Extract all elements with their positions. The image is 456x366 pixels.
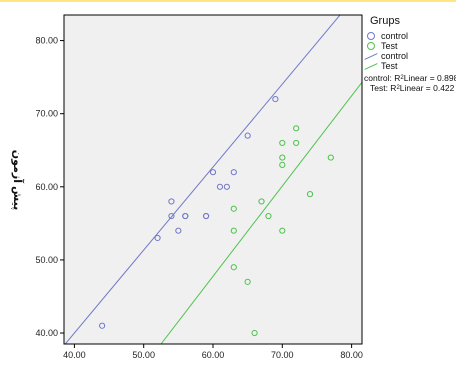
legend-item-test-marker: Test (364, 41, 456, 51)
x-tick-label: 50.00 (132, 350, 155, 360)
r2-suffix: Linear = 0.898 (403, 73, 456, 83)
point-test-11 (293, 125, 300, 132)
point-test-10 (279, 227, 286, 234)
legend-item-label: control (381, 30, 409, 41)
point-test-14 (327, 154, 334, 161)
legend-item-control-line: control (364, 51, 456, 61)
point-control-8 (202, 212, 210, 220)
plot-area (64, 15, 362, 344)
point-control-11 (223, 183, 230, 190)
legend-item-label: control (381, 50, 409, 61)
circle-icon (364, 41, 378, 51)
r2-suffix: Linear = 0.422 (399, 83, 455, 93)
point-test-7 (279, 139, 286, 147)
point-control-9 (209, 169, 217, 176)
point-test-13 (306, 191, 314, 198)
legend-title: Grups (370, 15, 400, 27)
top-rule (0, 0, 456, 2)
data-points (99, 95, 334, 337)
legend-item-label: Test (381, 40, 398, 51)
point-control-2 (168, 212, 175, 220)
x-tick-label: 80.00 (340, 350, 363, 360)
y-tick-label: 40.00 (35, 328, 58, 338)
y-tick-label: 70.00 (35, 109, 58, 119)
point-control-14 (272, 95, 279, 103)
y-tick-label: 50.00 (35, 255, 58, 265)
point-test-6 (265, 212, 272, 220)
line-icon (364, 61, 378, 71)
circle-icon (364, 31, 378, 41)
y-tick-label: 60.00 (35, 182, 58, 192)
point-test-9 (279, 161, 286, 168)
point-control-10 (216, 183, 224, 190)
x-tick-label: 40.00 (63, 350, 86, 360)
legend-item-test-line: Test (364, 61, 456, 71)
r2-superscript: 2 (400, 75, 404, 81)
r2-prefix: Test: R (370, 83, 397, 93)
point-control-1 (154, 234, 161, 242)
x-tick-label: 60.00 (202, 350, 225, 360)
point-test-0 (230, 205, 237, 212)
fit-line-control (64, 15, 341, 344)
y-axis: 40.00 50.00 60.00 70.00 80.00 (35, 36, 64, 338)
point-control-4 (175, 227, 182, 234)
r2-superscript: 2 (396, 85, 400, 91)
point-control-0 (99, 322, 106, 329)
point-test-1 (230, 227, 237, 234)
point-control-3 (168, 198, 175, 205)
x-tick-label: 70.00 (271, 350, 294, 360)
x-axis: 40.00 50.00 60.00 70.00 80.00 (63, 344, 363, 360)
point-test-2 (230, 264, 237, 271)
y-tick-label: 80.00 (35, 36, 58, 46)
legend-item-label: Test (381, 60, 398, 71)
fit-line-test (160, 81, 362, 344)
line-icon (364, 51, 378, 61)
legend-items: control Test control Test (364, 31, 456, 71)
point-control-6 (182, 212, 189, 220)
r2-prefix: control: R (364, 73, 401, 83)
point-test-3 (244, 278, 251, 285)
point-test-12 (293, 139, 300, 147)
point-test-5 (258, 198, 265, 205)
point-test-4 (251, 329, 258, 337)
fit-lines (64, 15, 362, 344)
legend-item-control-marker: control (364, 31, 456, 41)
point-control-13 (244, 132, 251, 139)
point-test-8 (279, 154, 286, 161)
point-control-12 (230, 169, 237, 176)
y-axis-label: پیش آزمون (11, 150, 25, 210)
